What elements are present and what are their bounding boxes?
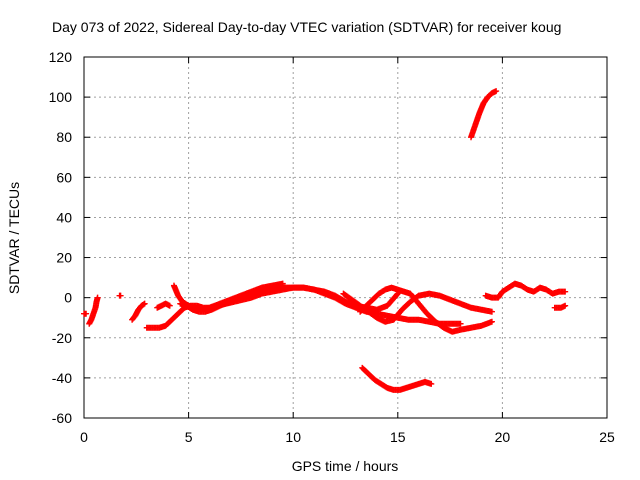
y-tick-label: 80 — [56, 129, 72, 145]
chart-title: Day 073 of 2022, Sidereal Day-to-day VTE… — [52, 19, 561, 35]
data-series — [468, 88, 500, 141]
data-series — [129, 300, 148, 323]
y-tick-label: 40 — [56, 209, 72, 225]
data-point — [393, 291, 400, 298]
data-point — [83, 310, 90, 317]
x-tick-label: 15 — [390, 429, 406, 445]
y-tick-label: 20 — [56, 250, 72, 266]
data-point — [562, 302, 569, 309]
data-series — [86, 294, 101, 327]
data-series — [357, 284, 495, 335]
data-point — [493, 88, 500, 95]
data-series — [154, 300, 173, 311]
y-tick-label: 120 — [49, 49, 73, 65]
y-tick-label: -40 — [52, 370, 72, 386]
data-point — [94, 294, 101, 301]
x-tick-label: 25 — [599, 429, 615, 445]
y-axis-label: SDTVAR / TECUs — [6, 182, 22, 294]
data-point — [488, 308, 495, 315]
data-point — [562, 288, 569, 295]
x-tick-label: 10 — [285, 429, 301, 445]
data-series — [116, 292, 124, 299]
data-series — [482, 280, 569, 301]
y-tick-label: 60 — [56, 169, 72, 185]
x-tick-label: 5 — [185, 429, 193, 445]
y-tick-label: 0 — [64, 290, 72, 306]
data-series — [359, 364, 435, 393]
data-point — [166, 302, 173, 309]
x-tick-label: 20 — [495, 429, 511, 445]
data-series — [551, 302, 569, 311]
x-tick-label: 0 — [80, 429, 88, 445]
plot-border — [83, 56, 608, 419]
y-tick-label: -60 — [52, 410, 72, 426]
y-tick-label: -20 — [52, 330, 72, 346]
grid-lines — [84, 57, 607, 418]
data-point — [457, 320, 464, 327]
x-axis-label: GPS time / hours — [292, 458, 399, 474]
data-series — [81, 310, 90, 317]
y-tick-label: 100 — [49, 89, 73, 105]
axis-ticks: 0 5 10 15 20 25 -60 -40 -20 0 20 40 60 80 100 120 — [49, 49, 615, 445]
data-point — [141, 300, 148, 307]
data-point — [117, 292, 124, 299]
data-point — [488, 318, 495, 325]
plot-frame — [83, 56, 608, 419]
data-points — [81, 88, 569, 393]
data-point — [428, 380, 435, 387]
